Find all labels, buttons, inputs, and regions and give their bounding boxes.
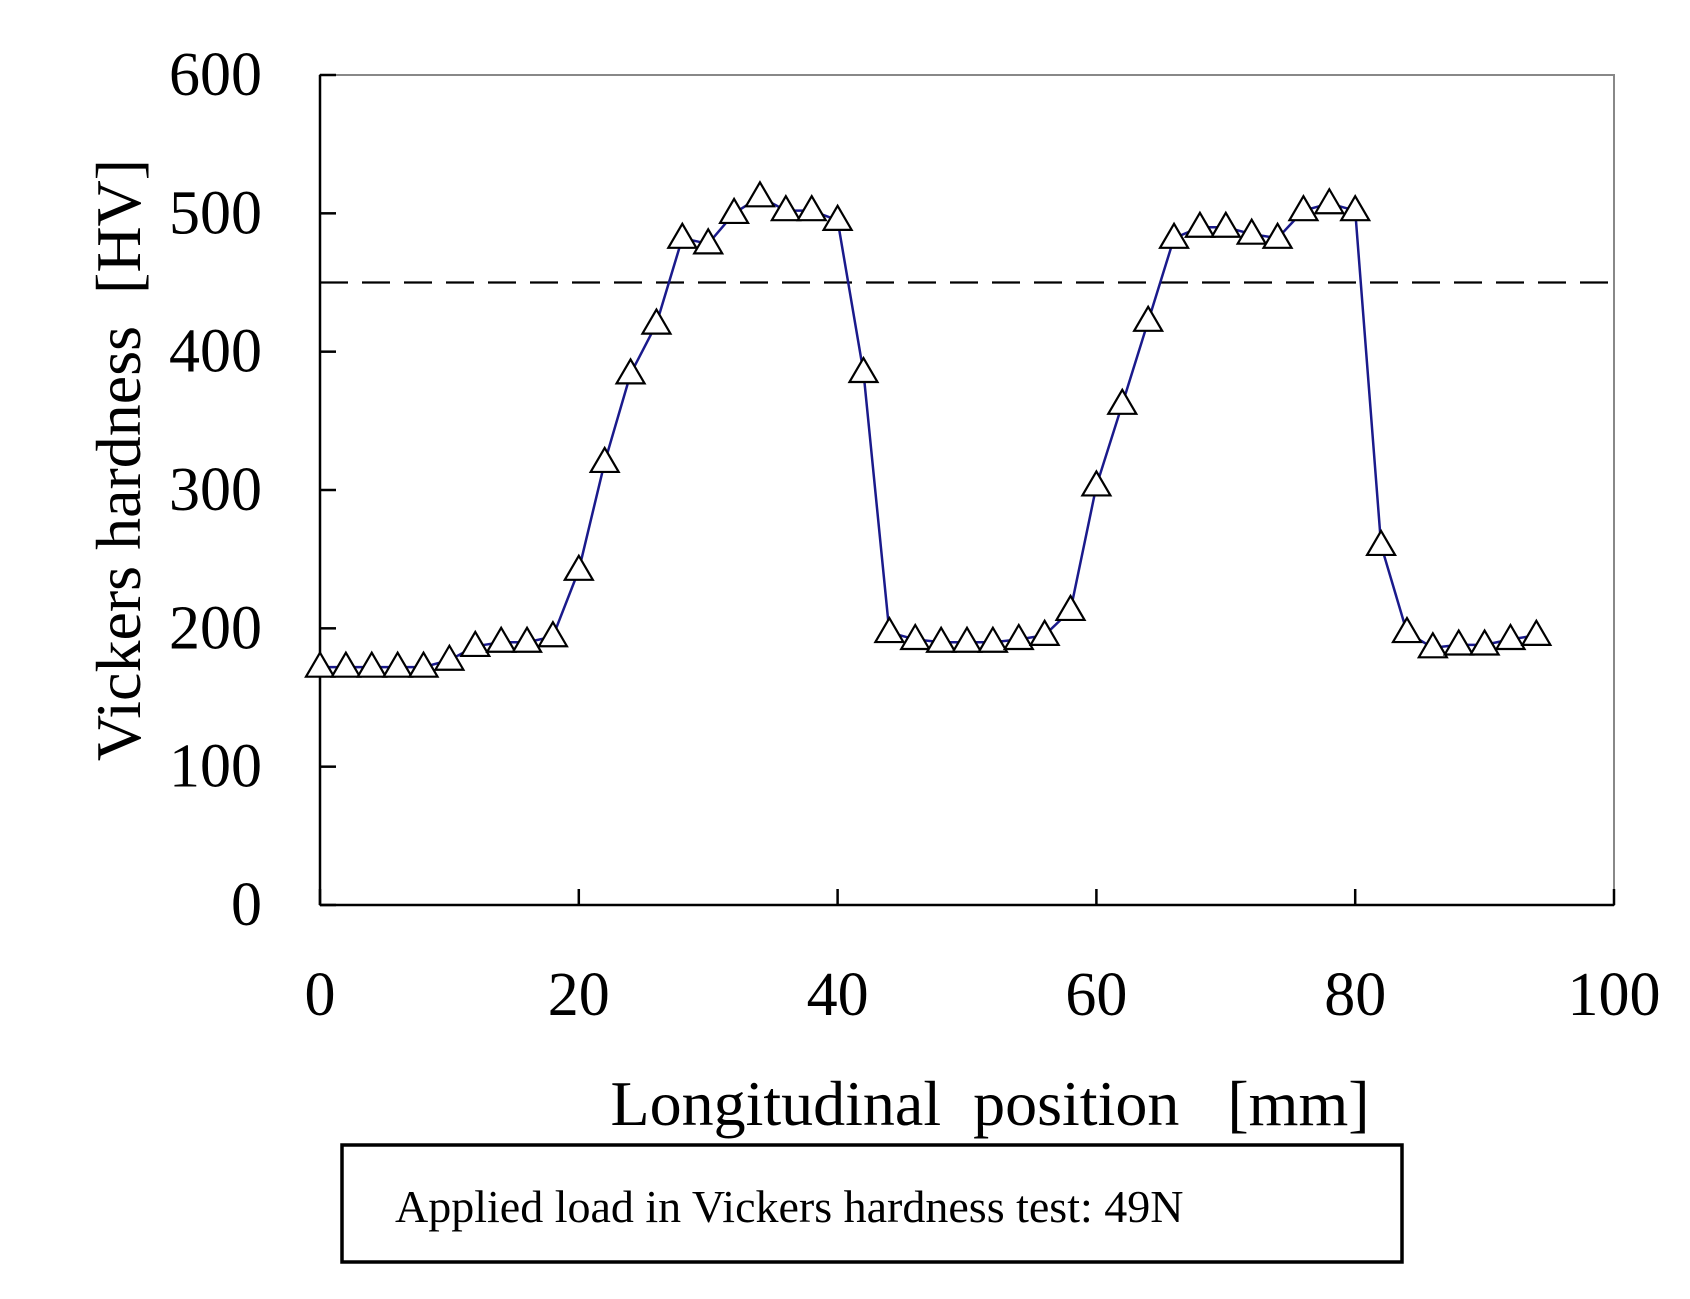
data-point-triangle xyxy=(1080,469,1113,497)
data-point-triangle xyxy=(1132,304,1165,332)
data-point-triangle xyxy=(304,650,336,678)
data-point-triangle xyxy=(795,193,828,222)
series-line-0 xyxy=(320,195,1537,669)
data-point-triangle xyxy=(588,445,621,474)
x-tick-label-40: 40 xyxy=(807,961,869,1029)
y-tick-label-200: 200 xyxy=(169,594,262,662)
annotation-box xyxy=(340,1143,1404,1264)
data-point-triangle xyxy=(1209,210,1242,238)
data-point-triangle xyxy=(1158,221,1190,249)
x-tick-label-80: 80 xyxy=(1324,961,1386,1029)
series-group xyxy=(304,180,1553,678)
plot-frame xyxy=(319,74,1615,906)
data-point-triangle xyxy=(511,625,543,653)
data-point-triangle xyxy=(976,625,1009,653)
data-point-triangle xyxy=(407,650,440,678)
data-point-triangle xyxy=(1002,622,1035,651)
x-axis-title: Longitudinal position [mm] xyxy=(610,1068,1369,1139)
data-point-triangle xyxy=(1520,618,1553,646)
data-point-triangle xyxy=(1287,193,1320,222)
data-point-triangle xyxy=(1365,528,1397,557)
y-axis-title: Vickers hardness [HV] xyxy=(83,159,154,761)
x-tick-label-0: 0 xyxy=(305,961,336,1029)
data-point-triangle xyxy=(769,193,802,222)
data-point-triangle xyxy=(1028,618,1061,646)
data-point-triangle xyxy=(459,629,492,658)
data-point-triangle xyxy=(1468,628,1501,656)
data-point-triangle xyxy=(692,227,725,255)
data-point-triangle xyxy=(1339,193,1372,222)
data-point-triangle xyxy=(562,553,595,581)
data-point-triangle xyxy=(1235,217,1268,245)
data-point-triangle xyxy=(1391,615,1423,644)
data-point-triangle xyxy=(537,620,569,648)
data-point-triangle xyxy=(1106,387,1139,415)
data-point-triangle xyxy=(1054,593,1087,622)
data-point-triangle xyxy=(847,355,880,384)
data-point-triangle xyxy=(821,203,854,231)
data-point-triangle xyxy=(925,625,958,653)
data-point-triangle xyxy=(1416,631,1449,659)
y-tick-label-600: 600 xyxy=(169,41,262,109)
data-point-triangle xyxy=(355,650,388,678)
data-point-triangle xyxy=(1442,628,1475,656)
y-tick-label-500: 500 xyxy=(169,179,262,247)
data-point-triangle xyxy=(1261,221,1294,249)
data-point-triangle xyxy=(329,650,362,678)
axis-ticks xyxy=(318,73,1616,907)
x-tick-label-60: 60 xyxy=(1065,961,1127,1029)
data-point-triangle xyxy=(951,625,983,653)
data-point-triangle xyxy=(744,180,776,208)
data-point-triangle xyxy=(666,221,699,249)
data-point-triangle xyxy=(433,643,466,671)
data-point-triangle xyxy=(640,307,673,335)
data-point-triangle xyxy=(1313,187,1346,215)
y-tick-label-0: 0 xyxy=(231,871,262,939)
y-tick-label-300: 300 xyxy=(169,456,262,524)
data-point-triangle xyxy=(718,196,750,225)
data-point-triangle xyxy=(873,615,906,644)
data-point-triangle xyxy=(1494,622,1527,651)
x-tick-label-20: 20 xyxy=(548,961,610,1029)
data-point-triangle xyxy=(1184,210,1216,238)
annotation-text: Applied load in Vickers hardness test: 4… xyxy=(395,1181,1183,1232)
y-tick-label-100: 100 xyxy=(169,733,262,801)
tick-labels: 0 100 200 300 400 500 600 0 20 40 60 80 100 xyxy=(169,41,1661,1029)
data-point-triangle xyxy=(614,357,647,385)
data-point-triangle xyxy=(899,622,932,651)
y-tick-label-400: 400 xyxy=(169,318,262,386)
data-point-triangle xyxy=(485,625,518,653)
x-tick-label-100: 100 xyxy=(1568,961,1661,1029)
data-point-triangle xyxy=(381,650,414,678)
